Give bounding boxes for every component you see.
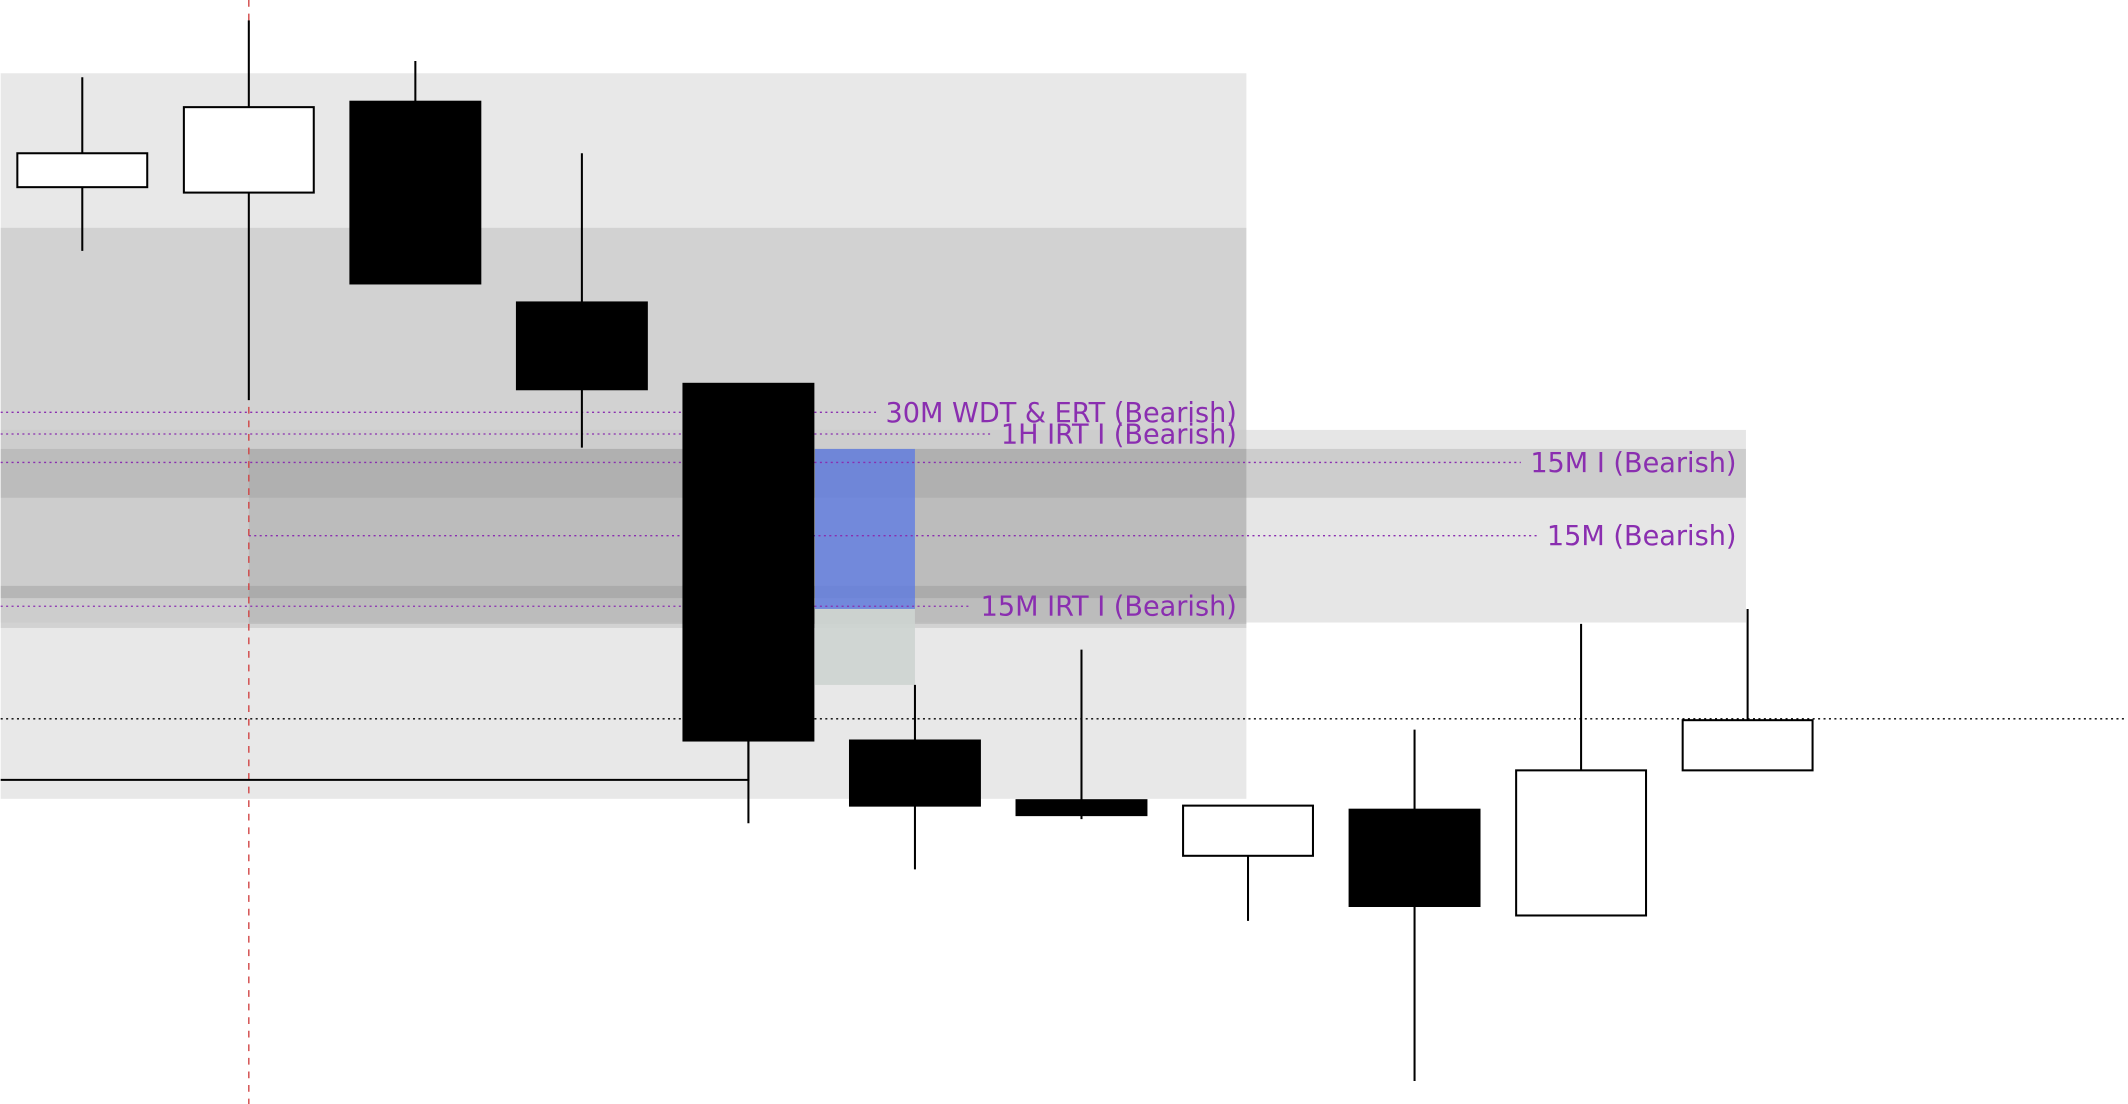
candle-body: [1348, 808, 1481, 908]
candle-body: [1182, 804, 1314, 857]
level-label: 15M (Bearish): [1547, 521, 1737, 552]
zone: [815, 448, 915, 609]
zone: [815, 608, 915, 685]
candle-body: [182, 106, 315, 194]
zone: [0, 73, 1247, 799]
zone: [0, 227, 1247, 628]
candle-body: [515, 301, 648, 391]
candle-body: [848, 739, 981, 807]
level-label: 30M WDT & ERT (Bearish): [886, 398, 1237, 429]
level-label: 15M IRT I (Bearish): [981, 592, 1237, 623]
level-label: 1H IRT I (Bearish): [1001, 419, 1237, 450]
candle-body: [16, 152, 149, 189]
zone: [0, 585, 1247, 599]
candle-body: [1515, 769, 1648, 917]
candle-body: [1681, 719, 1814, 772]
candle-body: [682, 382, 815, 742]
level-label: 15M I (Bearish): [1530, 448, 1736, 479]
candle-body: [349, 100, 482, 285]
candle-body: [1015, 799, 1148, 817]
